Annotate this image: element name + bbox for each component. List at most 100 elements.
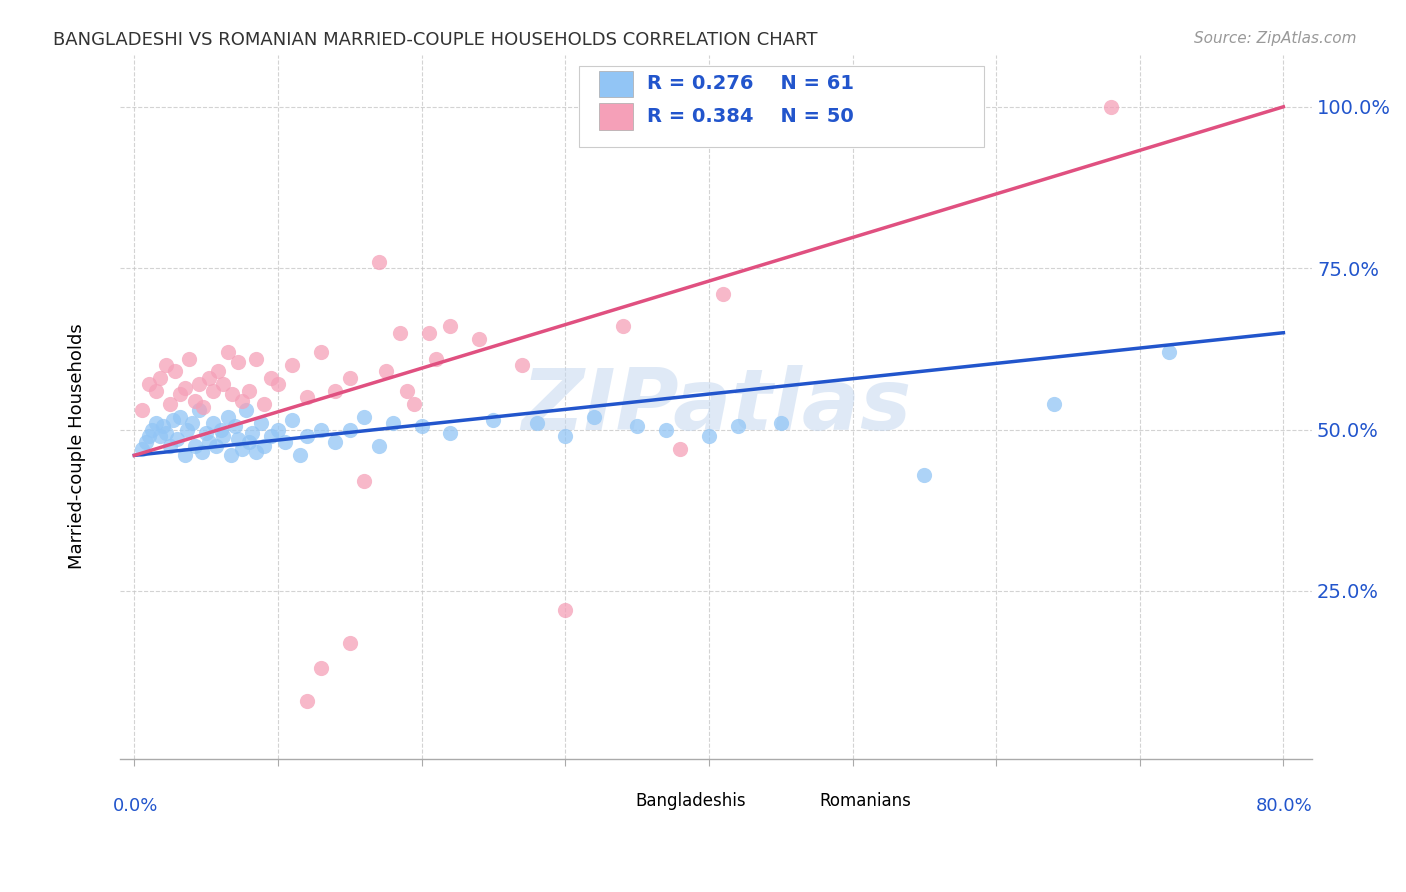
Point	[202, 416, 225, 430]
FancyBboxPatch shape	[596, 790, 626, 812]
Point	[612, 319, 634, 334]
Point	[439, 319, 461, 334]
Point	[173, 381, 195, 395]
Point	[367, 439, 389, 453]
Point	[145, 384, 167, 398]
Point	[281, 413, 304, 427]
Point	[309, 423, 332, 437]
Point	[912, 467, 935, 482]
Text: Married-couple Households: Married-couple Households	[69, 323, 86, 569]
Point	[325, 384, 347, 398]
Point	[198, 371, 221, 385]
Point	[159, 397, 181, 411]
Text: 0.0%: 0.0%	[112, 797, 159, 815]
Point	[224, 419, 246, 434]
Point	[769, 416, 792, 430]
Point	[138, 429, 160, 443]
Point	[183, 439, 205, 453]
Point	[166, 432, 188, 446]
Point	[209, 423, 232, 437]
FancyBboxPatch shape	[599, 103, 633, 130]
Point	[626, 419, 648, 434]
Point	[195, 425, 218, 440]
Point	[554, 429, 576, 443]
Text: BANGLADESHI VS ROMANIAN MARRIED-COUPLE HOUSEHOLDS CORRELATION CHART: BANGLADESHI VS ROMANIAN MARRIED-COUPLE H…	[53, 31, 818, 49]
Point	[212, 377, 235, 392]
Text: Romanians: Romanians	[820, 792, 911, 810]
Point	[697, 429, 720, 443]
Point	[339, 423, 361, 437]
Point	[526, 416, 548, 430]
FancyBboxPatch shape	[579, 66, 984, 146]
Point	[418, 326, 440, 340]
Point	[381, 416, 404, 430]
Point	[1099, 100, 1122, 114]
Point	[212, 429, 235, 443]
Point	[152, 419, 174, 434]
Text: R = 0.276    N = 61: R = 0.276 N = 61	[647, 74, 853, 94]
Point	[176, 423, 198, 437]
Point	[353, 474, 375, 488]
Point	[274, 435, 297, 450]
Point	[669, 442, 692, 456]
Point	[389, 326, 412, 340]
Point	[396, 384, 419, 398]
Point	[193, 400, 215, 414]
Point	[231, 442, 253, 456]
Point	[180, 416, 202, 430]
Point	[260, 429, 283, 443]
Point	[240, 425, 263, 440]
Point	[135, 435, 157, 450]
Point	[295, 694, 318, 708]
Point	[295, 429, 318, 443]
Point	[252, 397, 274, 411]
Point	[411, 419, 433, 434]
Point	[159, 439, 181, 453]
Point	[249, 416, 271, 430]
Point	[374, 364, 396, 378]
Point	[188, 403, 211, 417]
Point	[207, 364, 229, 378]
Point	[155, 358, 177, 372]
Point	[582, 409, 605, 424]
Point	[238, 435, 260, 450]
Point	[439, 425, 461, 440]
Point	[325, 435, 347, 450]
Point	[309, 345, 332, 359]
Point	[245, 445, 267, 459]
Point	[191, 445, 214, 459]
Point	[425, 351, 447, 366]
Point	[339, 371, 361, 385]
Point	[202, 384, 225, 398]
Point	[226, 432, 249, 446]
Point	[149, 371, 172, 385]
Point	[217, 345, 239, 359]
Point	[177, 351, 200, 366]
Point	[339, 635, 361, 649]
Point	[238, 384, 260, 398]
Point	[1042, 397, 1064, 411]
Point	[281, 358, 304, 372]
Point	[219, 449, 242, 463]
Point	[404, 397, 426, 411]
Point	[155, 425, 177, 440]
Point	[141, 423, 163, 437]
Point	[727, 419, 749, 434]
Text: Bangladeshis: Bangladeshis	[636, 792, 745, 810]
Point	[1157, 345, 1180, 359]
Point	[295, 390, 318, 404]
Point	[231, 393, 253, 408]
Point	[235, 403, 257, 417]
Point	[468, 332, 491, 346]
Point	[510, 358, 533, 372]
Point	[162, 413, 184, 427]
Point	[221, 387, 243, 401]
FancyBboxPatch shape	[782, 790, 810, 812]
Point	[267, 423, 290, 437]
Text: R = 0.384    N = 50: R = 0.384 N = 50	[647, 107, 853, 126]
Point	[198, 435, 221, 450]
Point	[131, 442, 153, 456]
Text: Source: ZipAtlas.com: Source: ZipAtlas.com	[1194, 31, 1357, 46]
Point	[309, 661, 332, 675]
Point	[169, 409, 191, 424]
